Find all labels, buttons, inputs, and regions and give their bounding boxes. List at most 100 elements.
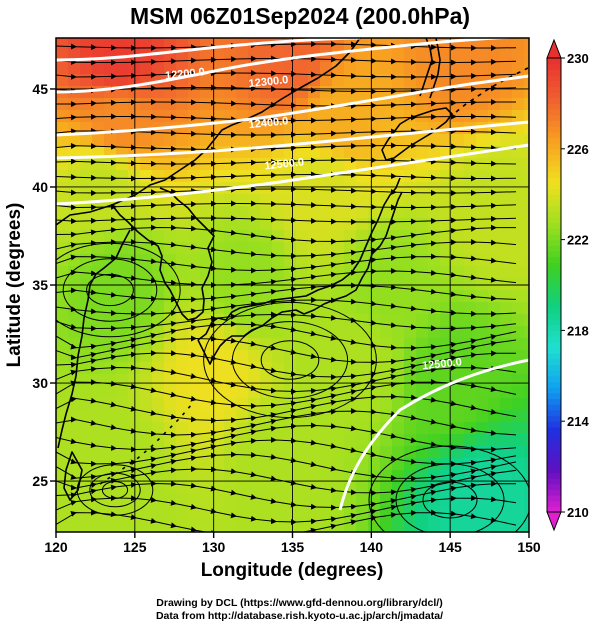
field-cell bbox=[416, 278, 429, 291]
field-cell bbox=[248, 290, 261, 303]
field-cell bbox=[452, 230, 465, 243]
field-cell bbox=[68, 422, 81, 435]
field-cell bbox=[80, 446, 93, 459]
field-cell bbox=[56, 230, 69, 243]
field-cell bbox=[224, 302, 237, 315]
field-cell bbox=[392, 506, 405, 519]
field-cell bbox=[248, 218, 261, 231]
field-cell bbox=[116, 410, 129, 423]
field-cell bbox=[392, 254, 405, 267]
field-cell bbox=[68, 110, 81, 123]
field-cell bbox=[440, 74, 453, 87]
field-cell bbox=[500, 230, 513, 243]
streamline bbox=[56, 70, 517, 81]
field-cell bbox=[356, 386, 369, 399]
field-cell bbox=[248, 398, 261, 411]
field-cell bbox=[368, 266, 381, 279]
field-cell bbox=[260, 194, 273, 207]
field-cell bbox=[92, 278, 105, 291]
streamline-swirl bbox=[89, 472, 141, 508]
field-cell bbox=[416, 146, 429, 159]
field-cell bbox=[140, 374, 153, 387]
colorbar-tick-label: 218 bbox=[567, 323, 589, 338]
field-cell bbox=[140, 398, 153, 411]
colorbar-segment bbox=[547, 313, 561, 320]
field-cell bbox=[380, 326, 393, 339]
colorbar-segment bbox=[547, 182, 561, 190]
field-cell bbox=[272, 518, 285, 531]
colorbar-segment bbox=[547, 148, 561, 156]
field-cell bbox=[320, 182, 333, 195]
colorbar-segment bbox=[547, 92, 561, 99]
field-cell bbox=[152, 326, 165, 339]
colorbar-segment bbox=[547, 443, 561, 451]
field-cell bbox=[416, 314, 429, 327]
field-cell bbox=[476, 278, 489, 291]
field-cell bbox=[368, 62, 381, 75]
field-cell bbox=[128, 62, 141, 75]
field-cell bbox=[188, 422, 201, 435]
field-cell bbox=[152, 206, 165, 219]
field-cell bbox=[236, 254, 249, 267]
field-cell bbox=[152, 398, 165, 411]
field-cell bbox=[104, 38, 117, 51]
field-cell bbox=[320, 194, 333, 207]
colorbar-segment bbox=[547, 228, 561, 235]
field-cell bbox=[320, 338, 333, 351]
field-cell bbox=[416, 422, 429, 435]
field-cell bbox=[464, 314, 477, 327]
field-cell bbox=[524, 98, 529, 111]
colorbar-segment bbox=[547, 460, 561, 468]
field-cell bbox=[176, 362, 189, 375]
field-cell bbox=[440, 446, 453, 459]
field-cell bbox=[296, 218, 309, 231]
field-cell bbox=[512, 98, 525, 111]
field-cell bbox=[260, 206, 273, 219]
field-cell bbox=[332, 422, 345, 435]
x-tick-label: 145 bbox=[438, 539, 462, 555]
field-cell bbox=[488, 98, 501, 111]
field-cell bbox=[476, 194, 489, 207]
field-cell bbox=[320, 230, 333, 243]
field-cell bbox=[104, 230, 117, 243]
colorbar-segment bbox=[547, 267, 561, 275]
field-cell bbox=[500, 350, 513, 363]
field-cell bbox=[404, 458, 417, 471]
field-cell bbox=[452, 158, 465, 171]
field-cell bbox=[104, 290, 117, 303]
field-cell bbox=[260, 266, 273, 279]
colorbar-segment bbox=[547, 63, 561, 70]
colorbar-segment bbox=[547, 302, 561, 309]
field-cell bbox=[488, 38, 501, 51]
field-cell bbox=[488, 134, 501, 147]
field-cell bbox=[356, 62, 369, 75]
field-cell bbox=[164, 374, 177, 387]
field-cell bbox=[236, 518, 249, 531]
field-cell bbox=[512, 314, 525, 327]
field-cell bbox=[104, 410, 117, 423]
field-cell bbox=[488, 266, 501, 279]
field-cell bbox=[308, 218, 321, 231]
field-cell bbox=[224, 50, 237, 63]
field-cell bbox=[428, 302, 441, 315]
field-cell bbox=[152, 134, 165, 147]
credit-data: Data from http://database.rish.kyoto-u.a… bbox=[155, 610, 444, 622]
field-cell bbox=[92, 338, 105, 351]
colorbar-segment bbox=[547, 330, 561, 337]
field-cell bbox=[188, 386, 201, 399]
field-cell bbox=[296, 98, 309, 111]
field-cell bbox=[428, 278, 441, 291]
field-cell bbox=[116, 134, 129, 147]
field-cell bbox=[344, 518, 357, 531]
field-cell bbox=[152, 374, 165, 387]
field-cell bbox=[500, 530, 513, 532]
field-cell bbox=[188, 134, 201, 147]
field-cell bbox=[116, 98, 129, 111]
field-cell bbox=[476, 86, 489, 99]
field-cell bbox=[140, 314, 153, 327]
field-cell bbox=[128, 158, 141, 171]
field-cell bbox=[236, 158, 249, 171]
colorbar-segment bbox=[547, 222, 561, 229]
field-cell bbox=[380, 62, 393, 75]
field-cell bbox=[92, 134, 105, 147]
